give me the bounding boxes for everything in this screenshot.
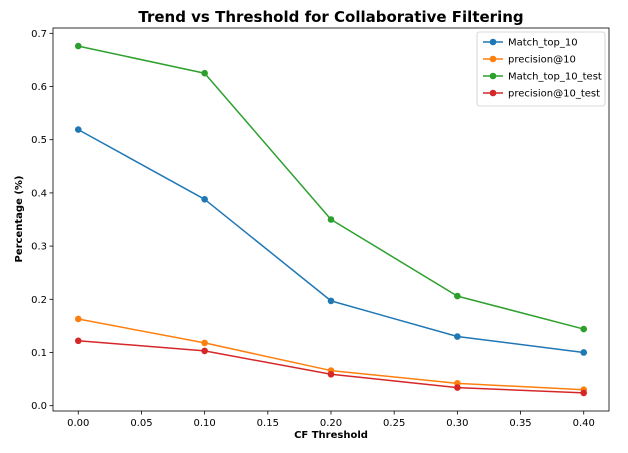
legend-marker — [489, 72, 497, 80]
x-tick-label: 0.15 — [257, 418, 279, 429]
x-tick-label: 0.20 — [320, 418, 342, 429]
data-point-precision-10-test — [580, 389, 588, 397]
data-point-match-top-10 — [454, 333, 461, 340]
x-tick-label: 0.35 — [509, 418, 531, 429]
legend-marker — [489, 55, 497, 63]
legend-label: Match_top_10 — [508, 38, 578, 49]
x-axis-title: CF Threshold — [294, 430, 368, 441]
plot-frame — [52, 27, 610, 412]
chart-title: Trend vs Threshold for Collaborative Fil… — [138, 8, 523, 26]
legend-label: precision@10 — [508, 55, 576, 66]
legend-marker — [489, 89, 497, 97]
data-point-precision-10-test — [327, 370, 335, 378]
y-tick-label: 0.1 — [31, 348, 47, 359]
y-tick-label: 0.2 — [31, 295, 47, 306]
x-tick-label: 0.05 — [130, 418, 152, 429]
legend-label: precision@10_test — [508, 89, 600, 100]
data-point-match-top-10-test — [74, 42, 82, 50]
y-tick-label: 0.0 — [31, 401, 47, 412]
data-point-precision-10-test — [454, 384, 461, 391]
legend-frame — [476, 31, 606, 107]
series-line-precision-10-test — [78, 340, 584, 394]
x-tick-label: 0.25 — [383, 418, 405, 429]
x-tick-label: 0.30 — [446, 418, 468, 429]
y-tick-label: 0.6 — [31, 82, 47, 93]
legend-label: Match_top_10_test — [508, 72, 602, 83]
series-line-match-top-10 — [77, 128, 584, 354]
legend-marker — [489, 38, 497, 46]
series-precision-10-test — [74, 337, 588, 397]
x-tick-label: 0.00 — [67, 418, 89, 429]
data-point-match-top-10 — [580, 349, 588, 356]
data-point-match-top-10-test — [327, 216, 335, 223]
data-point-precision-10 — [201, 339, 208, 347]
data-point-match-top-10 — [74, 126, 82, 133]
data-point-precision-10-test — [74, 337, 82, 345]
y-tick-label: 0.4 — [31, 188, 47, 199]
series-precision-10 — [74, 315, 588, 394]
ticks-layer: 0.00 0.05 0.10 0.15 0.20 0.25 0.30 0.35 0.40 0.0 0… — [31, 29, 595, 429]
data-point-match-top-10-test — [201, 69, 208, 77]
y-axis-title: Percentage (%) — [14, 176, 25, 263]
y-tick-label: 0.7 — [31, 29, 47, 40]
data-point-match-top-10-test — [454, 292, 461, 300]
series-match-top-10-test — [74, 42, 588, 333]
data-point-precision-10-test — [201, 347, 208, 355]
y-tick-label: 0.3 — [31, 242, 47, 253]
series-layer — [74, 42, 588, 397]
legend: Match_top_10 precision@10 Match_top_10_tes… — [476, 31, 606, 107]
x-tick-label: 0.10 — [194, 418, 216, 429]
data-point-match-top-10 — [327, 297, 335, 305]
x-tick-label: 0.40 — [573, 418, 595, 429]
series-match-top-10 — [74, 126, 588, 356]
data-point-match-top-10-test — [580, 325, 588, 333]
y-tick-label: 0.5 — [31, 135, 47, 146]
series-line-precision-10 — [78, 318, 584, 391]
data-point-match-top-10 — [201, 195, 208, 203]
data-point-precision-10 — [74, 315, 82, 323]
